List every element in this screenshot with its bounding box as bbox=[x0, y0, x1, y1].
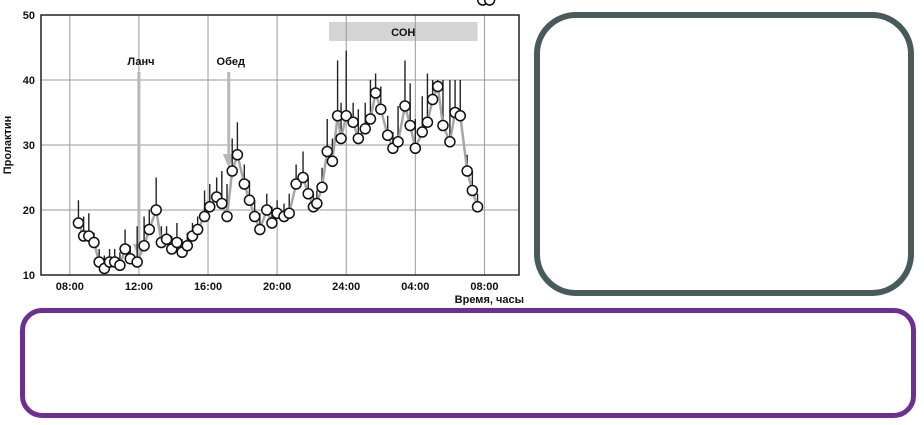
data-point bbox=[335, 132, 347, 145]
x-axis-label: Время, часы bbox=[455, 294, 524, 305]
y-tick-label: 50 bbox=[23, 10, 35, 22]
data-point bbox=[119, 243, 131, 255]
data-point bbox=[359, 123, 371, 135]
data-point bbox=[226, 165, 238, 177]
bottom-empty-panel bbox=[20, 308, 916, 418]
data-point bbox=[326, 155, 339, 167]
data-point bbox=[421, 116, 434, 128]
annotation-label: Обед bbox=[217, 56, 245, 68]
data-point bbox=[404, 119, 416, 132]
data-point bbox=[454, 110, 467, 122]
data-point bbox=[261, 204, 273, 216]
data-point bbox=[352, 132, 365, 145]
data-point bbox=[321, 145, 333, 158]
sleep-band-label: СОН bbox=[391, 27, 415, 39]
x-tick-label: 08:00 bbox=[56, 281, 84, 293]
data-point bbox=[409, 142, 422, 154]
data-point bbox=[466, 184, 479, 197]
data-point bbox=[283, 207, 295, 219]
y-tick-label: 30 bbox=[23, 140, 35, 152]
data-point bbox=[369, 87, 382, 99]
data-point bbox=[181, 240, 194, 252]
data-point bbox=[444, 136, 456, 148]
plot-frame bbox=[40, 14, 520, 276]
data-point bbox=[254, 223, 266, 236]
data-point bbox=[216, 197, 228, 210]
y-axis-label: Пролактин bbox=[2, 116, 14, 174]
data-point bbox=[364, 113, 377, 125]
data-point bbox=[461, 165, 473, 177]
data-point bbox=[297, 171, 309, 184]
data-point bbox=[138, 240, 150, 252]
data-point bbox=[221, 210, 233, 223]
data-point bbox=[483, 0, 496, 6]
y-tick-label: 20 bbox=[23, 205, 35, 217]
data-point bbox=[375, 103, 387, 115]
prolactin-chart: 10 20 30 40 50 08:00 12:00 16:00 20:00 24:00 04:00… bbox=[0, 0, 530, 305]
x-tick-label: 20:00 bbox=[263, 281, 291, 293]
sleep-band bbox=[328, 22, 478, 41]
x-tick-label: 04:00 bbox=[401, 281, 429, 293]
data-point bbox=[203, 201, 216, 213]
data-point bbox=[198, 210, 211, 223]
data-point bbox=[347, 116, 359, 128]
data-point bbox=[72, 217, 85, 229]
x-tick-label: 16:00 bbox=[194, 281, 222, 293]
data-point bbox=[191, 223, 204, 236]
data-point bbox=[392, 136, 404, 148]
data-point bbox=[231, 149, 244, 161]
chart-svg: 10 20 30 40 50 08:00 12:00 16:00 20:00 24:00 04:00… bbox=[2, 0, 524, 305]
data-point bbox=[416, 126, 428, 138]
data-point bbox=[340, 110, 352, 122]
x-tick-label: 24:00 bbox=[332, 281, 360, 293]
data-point bbox=[437, 119, 449, 132]
x-tick-label: 12:00 bbox=[125, 281, 153, 293]
right-empty-panel bbox=[534, 12, 914, 296]
data-point bbox=[238, 178, 251, 190]
data-point bbox=[290, 178, 302, 190]
data-point bbox=[243, 194, 256, 206]
y-tick-label: 40 bbox=[23, 75, 35, 87]
data-point bbox=[150, 204, 162, 216]
x-tick-label: 08:00 bbox=[470, 281, 498, 293]
data-point bbox=[248, 210, 261, 223]
y-tick-label: 10 bbox=[23, 270, 35, 282]
data-point bbox=[399, 100, 411, 112]
annotation-label: Ланч bbox=[127, 56, 154, 68]
data-point bbox=[432, 80, 444, 93]
data-point bbox=[471, 201, 484, 213]
data-point bbox=[88, 236, 100, 249]
data-point bbox=[311, 197, 323, 210]
data-point bbox=[131, 256, 143, 268]
data-point bbox=[426, 93, 439, 106]
data-point bbox=[302, 188, 314, 200]
data-point bbox=[160, 233, 173, 245]
data-point bbox=[381, 129, 394, 141]
data-point bbox=[316, 181, 328, 193]
data-point bbox=[171, 236, 183, 249]
data-point bbox=[143, 223, 156, 236]
data-point bbox=[114, 259, 126, 271]
data-point bbox=[266, 217, 278, 229]
